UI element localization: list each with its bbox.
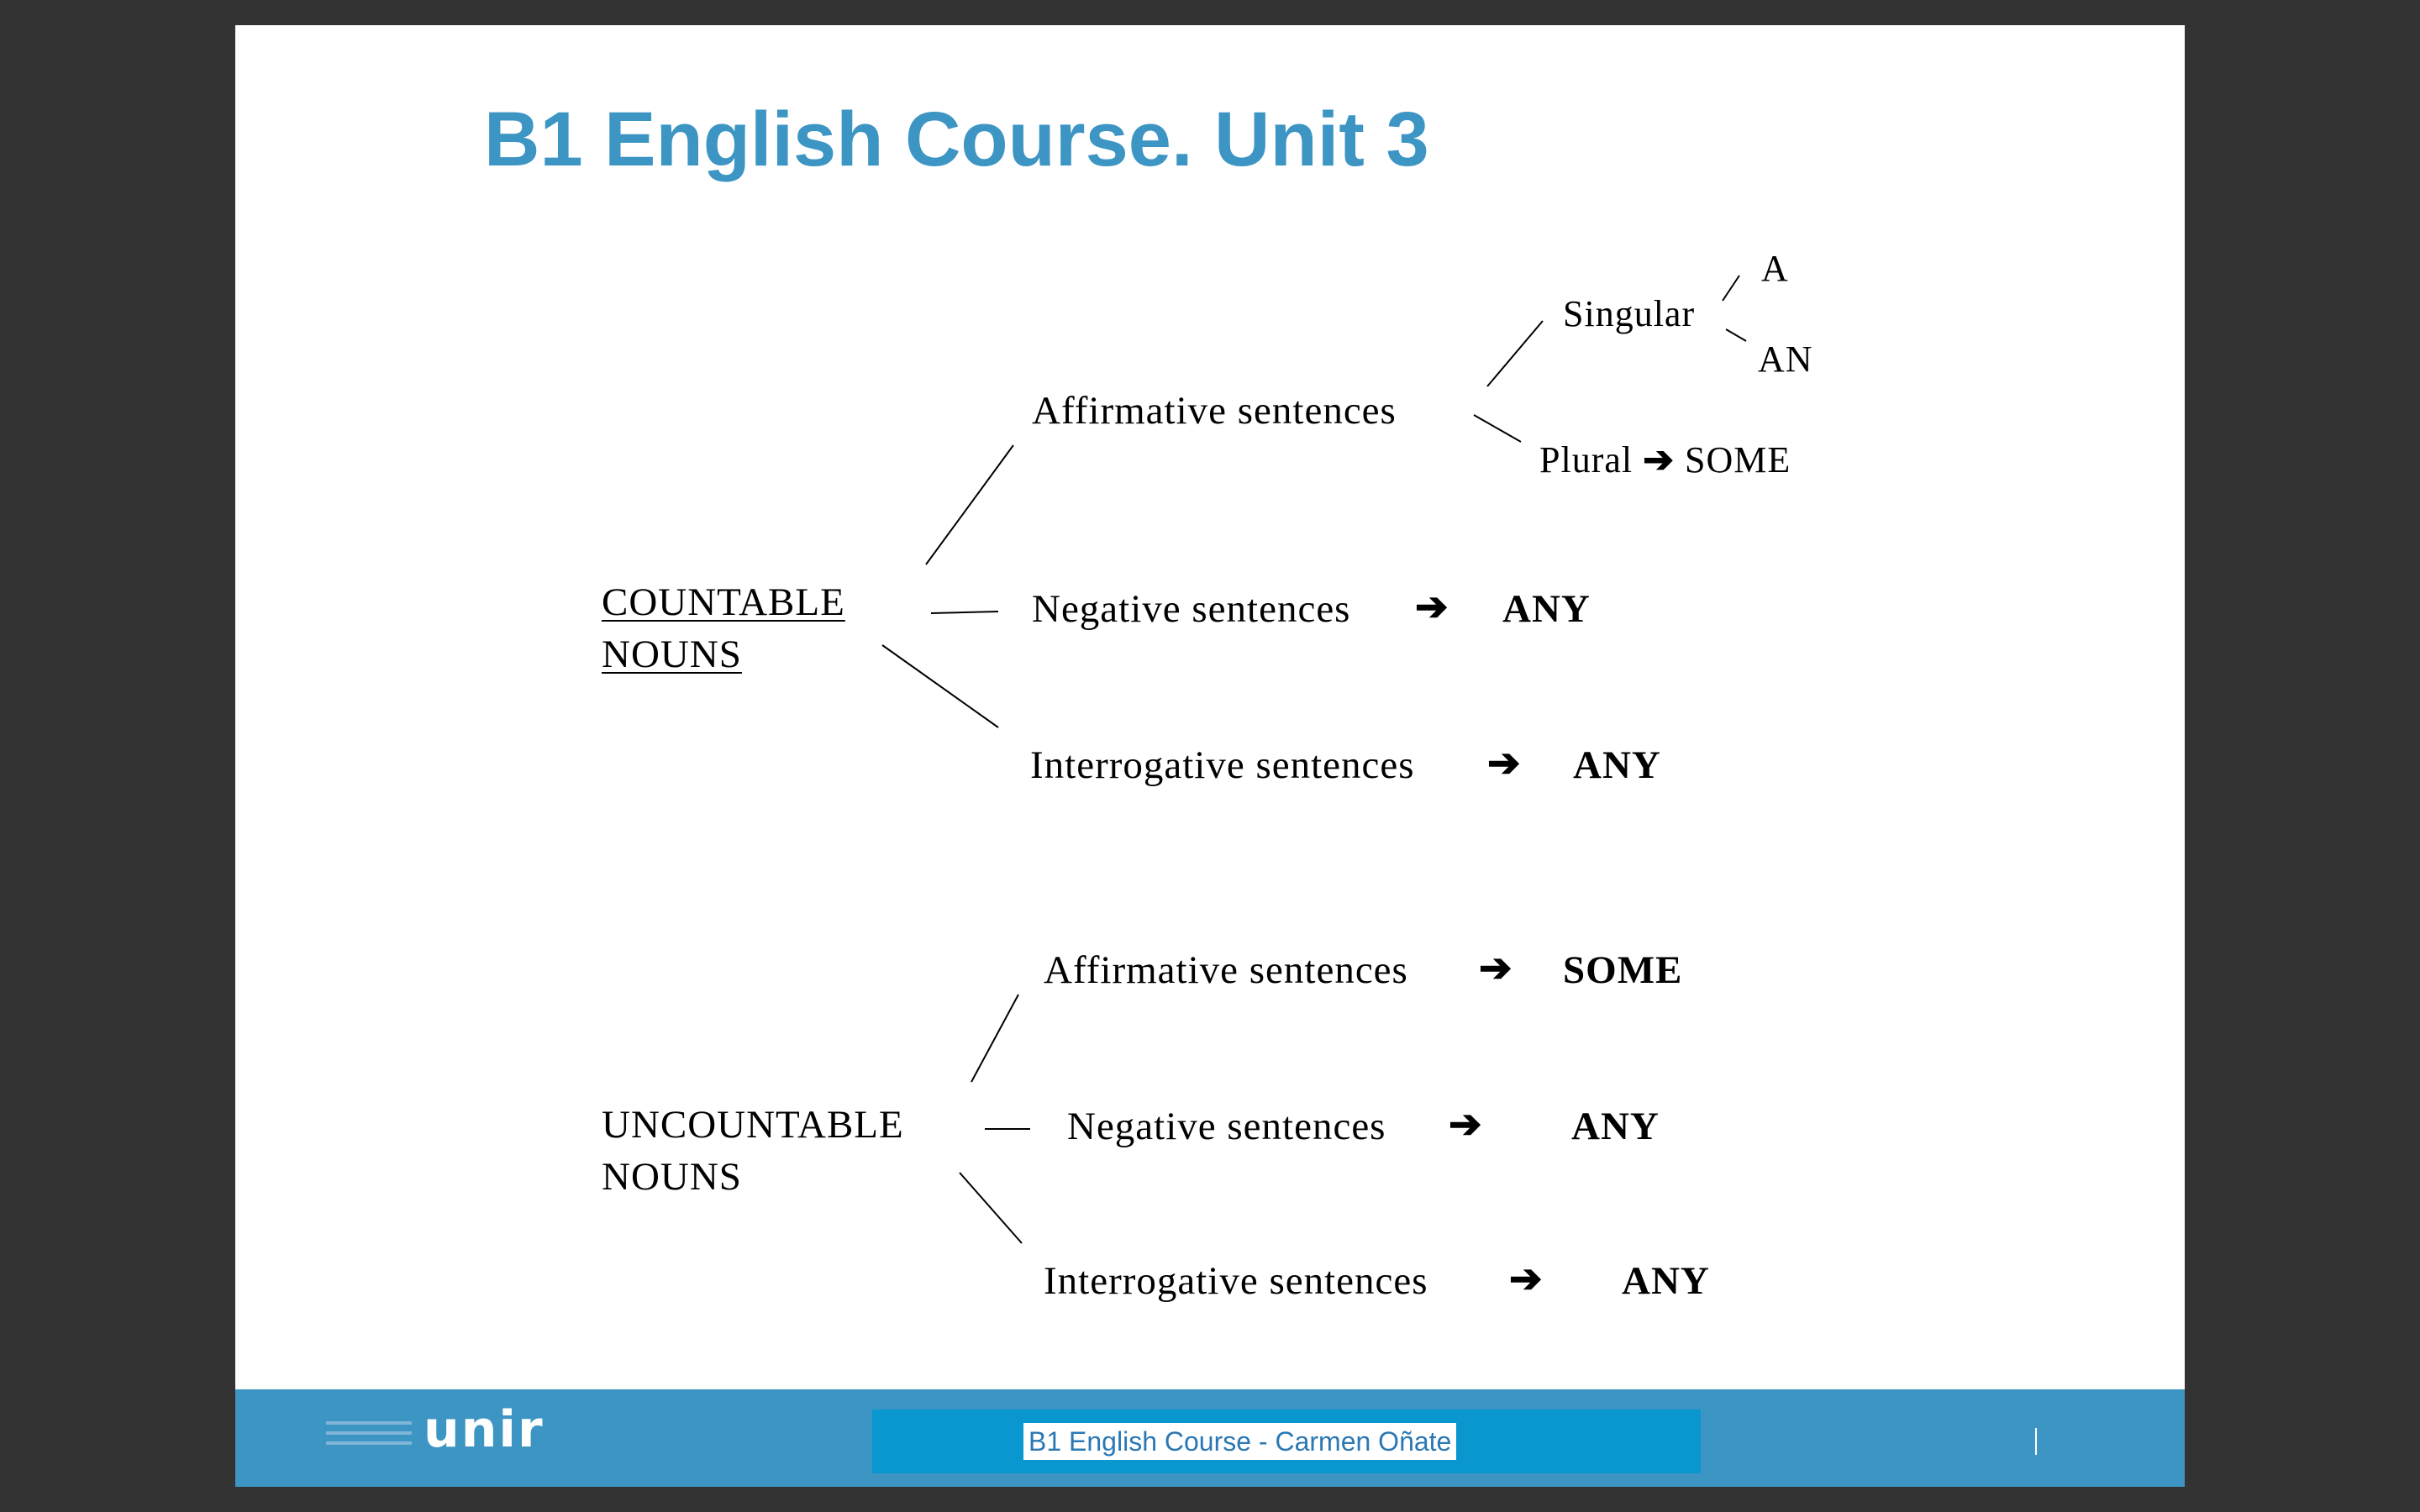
connector-countable-interrogative: [881, 644, 999, 728]
plural-row: Plural ➔ SOME: [1539, 442, 1791, 479]
uncountable-interrogative-label: Interrogative sentences: [1044, 1259, 1428, 1303]
uncountable-affirmative-result: SOME: [1563, 948, 1683, 992]
connector-countable-negative: [930, 611, 999, 614]
countable-affirmative-label: Affirmative sentences: [1032, 389, 1397, 433]
diagram-connectors: [881, 275, 1747, 1244]
logo-small-text-icon: [326, 1421, 412, 1455]
connector-singular-an: [1725, 328, 1747, 342]
connector-countable-affirmative: [925, 444, 1014, 565]
footer-course-label: B1 English Course - Carmen Oñate: [1023, 1423, 1457, 1460]
article-an: AN: [1758, 339, 1813, 380]
unir-logo: unir: [424, 1400, 544, 1459]
connector-affirmative-singular: [1486, 320, 1544, 387]
page-number-marker: [2035, 1428, 2037, 1455]
slide-footer: unir B1 English Course - Carmen Oñate: [235, 1389, 2185, 1487]
countable-label-line2: NOUNS: [602, 633, 742, 676]
connector-uncountable-affirmative: [971, 994, 1019, 1083]
connector-affirmative-plural: [1473, 414, 1522, 443]
slide: B1 English Course. Unit 3 COUNTABLE NOUN…: [235, 25, 2185, 1487]
singular-label: Singular: [1563, 293, 1696, 334]
countable-interrogative-result: ANY: [1573, 743, 1661, 787]
connector-singular-a: [1722, 275, 1740, 302]
plural-result: SOME: [1684, 439, 1791, 480]
arrow-icon: ➔: [1509, 1257, 1544, 1301]
uncountable-interrogative-result: ANY: [1622, 1259, 1710, 1303]
arrow-icon: ➔: [1487, 742, 1522, 785]
arrow-icon: ➔: [1479, 947, 1513, 990]
countable-negative-result: ANY: [1502, 587, 1591, 631]
uncountable-negative-result: ANY: [1571, 1105, 1660, 1148]
countable-label-line1: COUNTABLE: [602, 580, 845, 624]
article-a: A: [1761, 248, 1789, 289]
uncountable-negative-label: Negative sentences: [1067, 1105, 1386, 1148]
uncountable-affirmative-label: Affirmative sentences: [1044, 948, 1408, 992]
uncountable-label-line2: NOUNS: [602, 1155, 742, 1199]
countable-interrogative-label: Interrogative sentences: [1030, 743, 1415, 787]
uncountable-label-line1: UNCOUNTABLE: [602, 1103, 904, 1147]
plural-label: Plural: [1539, 439, 1634, 480]
countable-negative-label: Negative sentences: [1032, 587, 1351, 631]
footer-center-box: B1 English Course - Carmen Oñate: [872, 1410, 1701, 1473]
arrow-icon: ➔: [1415, 585, 1449, 629]
connector-uncountable-interrogative: [959, 1172, 1023, 1244]
slide-title: B1 English Course. Unit 3: [484, 97, 1429, 182]
arrow-icon: ➔: [1643, 439, 1675, 480]
arrow-icon: ➔: [1449, 1103, 1483, 1147]
